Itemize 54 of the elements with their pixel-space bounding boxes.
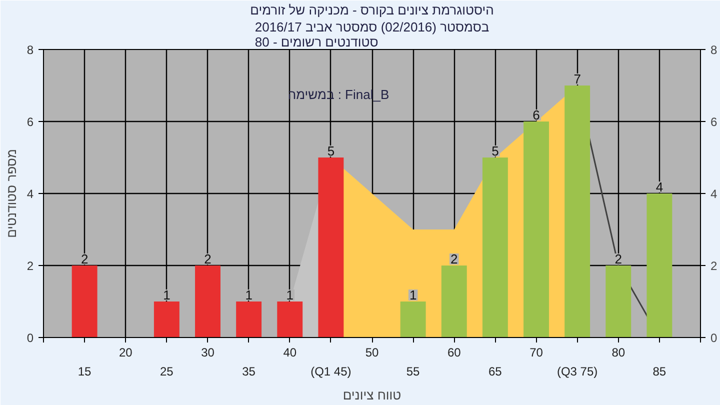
bar bbox=[154, 302, 180, 338]
y-axis-title: מספר סטודנטים bbox=[4, 149, 19, 238]
y-tick-label: 4 bbox=[26, 187, 34, 201]
y-tick-label: 8 bbox=[26, 43, 34, 57]
x-tick-label: 20 bbox=[118, 346, 133, 360]
x-tick-label: 15 bbox=[78, 364, 92, 378]
x-tick-label: 80 bbox=[612, 346, 626, 360]
bar bbox=[72, 266, 98, 338]
y2-tick-label: 0 bbox=[710, 331, 718, 345]
data-label: 1 bbox=[409, 288, 417, 302]
data-label: 1 bbox=[245, 288, 252, 302]
bar bbox=[236, 302, 262, 338]
x-tick-label: 60 bbox=[447, 346, 462, 360]
bar bbox=[646, 194, 672, 338]
x-tick-label: 50 bbox=[365, 346, 379, 360]
x-tick-label: 40 bbox=[283, 346, 297, 360]
y2-tick-label: 4 bbox=[710, 187, 718, 201]
bar bbox=[564, 86, 590, 338]
data-label: 1 bbox=[286, 288, 294, 302]
bar bbox=[400, 302, 426, 338]
data-label: 1 bbox=[163, 288, 170, 302]
x-tick-label: 30 bbox=[201, 346, 215, 360]
bar bbox=[277, 302, 303, 338]
data-label: 5 bbox=[327, 144, 335, 158]
data-label: 2 bbox=[614, 252, 622, 266]
x-tick-label: (Q1 45) bbox=[310, 364, 352, 378]
y2-tick-label: 2 bbox=[710, 259, 718, 273]
y-tick-label: 0 bbox=[26, 331, 34, 345]
y-tick-label: 2 bbox=[26, 259, 34, 273]
data-label: 4 bbox=[656, 180, 664, 194]
bar bbox=[482, 158, 508, 338]
data-label: 7 bbox=[574, 72, 581, 86]
bar bbox=[441, 266, 467, 338]
bar bbox=[524, 122, 549, 338]
x-tick-label: (Q3 75) bbox=[556, 364, 598, 378]
x-tick-label: 70 bbox=[530, 346, 544, 360]
chart-title: היסטוגרמת ציונים בקורס - מכניקה של זורמים bbox=[250, 2, 494, 18]
chart-subtitle: בסמסטר (02/2016) סמסטר אביב 2016/17 סטודנטים רשומים - 80 bbox=[254, 20, 490, 50]
bar bbox=[195, 266, 220, 338]
y2-tick-label: 6 bbox=[710, 115, 718, 129]
data-label: 2 bbox=[204, 252, 212, 266]
x-tick-label: 25 bbox=[160, 364, 174, 378]
x-axis-title: טווח ציונים bbox=[342, 388, 402, 402]
data-label: 5 bbox=[492, 144, 499, 158]
data-label: 2 bbox=[80, 252, 88, 266]
y-tick-label: 6 bbox=[26, 115, 34, 129]
x-tick-label: 65 bbox=[488, 364, 502, 378]
bar bbox=[606, 266, 632, 338]
data-label: 2 bbox=[450, 252, 458, 266]
y2-tick-label: 8 bbox=[710, 43, 718, 57]
x-tick-label: 55 bbox=[406, 364, 420, 378]
data-label: 6 bbox=[532, 108, 540, 122]
x-tick-label: 85 bbox=[652, 364, 666, 378]
x-tick-label: 35 bbox=[242, 364, 256, 378]
